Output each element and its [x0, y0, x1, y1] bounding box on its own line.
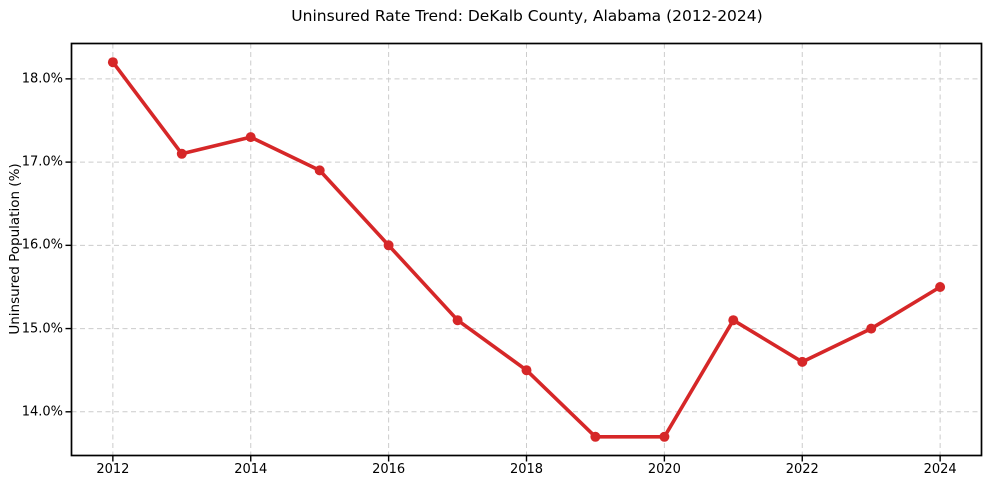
x-tick-label: 2024 [923, 462, 957, 477]
data-point [383, 240, 394, 251]
plot-border [70, 42, 983, 457]
data-point [935, 282, 946, 292]
plot-frame-group [70, 42, 983, 457]
x-tick-label: 2020 [647, 462, 681, 477]
y-tick-label: 15.0% [21, 321, 63, 337]
y-tick-label: 17.0% [21, 154, 63, 170]
data-point [521, 365, 532, 376]
data-point [314, 165, 325, 176]
data-point [176, 148, 187, 159]
axis-ticks [65, 78, 941, 462]
data-point [245, 132, 256, 143]
y-tick-label: 16.0% [21, 237, 63, 253]
x-tick-label: 2012 [96, 462, 130, 477]
data-point [452, 315, 463, 326]
data-series-group [107, 57, 946, 442]
grid-lines [71, 43, 982, 456]
data-point [107, 57, 118, 68]
x-tick-label: 2014 [234, 462, 268, 477]
data-point [797, 356, 808, 367]
data-point [590, 431, 601, 442]
data-point [866, 323, 877, 334]
data-point [728, 315, 739, 326]
x-tick-label: 2018 [509, 462, 544, 477]
x-tick-label: 2016 [372, 462, 406, 477]
data-point [659, 431, 670, 442]
y-tick-label: 18.0% [21, 71, 63, 87]
chart-title: Uninsured Rate Trend: DeKalb County, Ala… [291, 7, 763, 25]
y-tick-label: 14.0% [21, 404, 63, 420]
x-tick-label: 2022 [785, 462, 819, 477]
